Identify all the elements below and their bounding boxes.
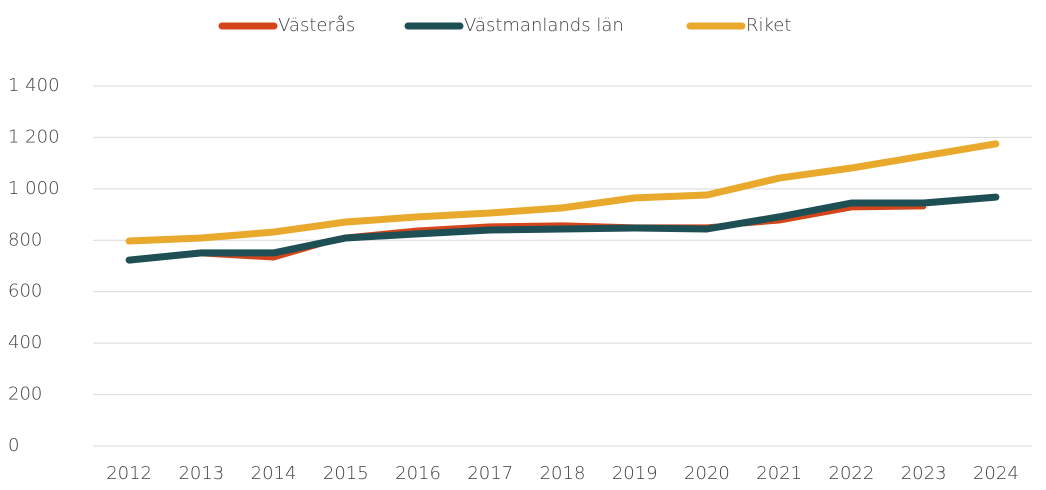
series-line: [125, 140, 1000, 245]
legend-label: Västmanlands län: [464, 15, 624, 36]
legend-label: Riket: [746, 15, 791, 36]
y-tick-label: 800: [8, 229, 42, 250]
series-line: [126, 204, 927, 263]
x-tick-label: 2012: [106, 463, 152, 484]
series-line: [125, 193, 1000, 264]
x-tick-label: 2022: [829, 463, 875, 484]
x-tick-label: 2019: [612, 463, 658, 484]
x-tick-label: 2020: [684, 463, 730, 484]
y-tick-label: 200: [8, 384, 42, 405]
y-tick-label: 600: [8, 281, 42, 302]
x-tick-label: 2013: [178, 463, 224, 484]
y-tick-label: 1 200: [8, 126, 60, 147]
x-tick-label: 2018: [540, 463, 586, 484]
x-tick-label: 2015: [323, 463, 369, 484]
x-tick-label: 2024: [973, 463, 1019, 484]
x-tick-label: 2017: [467, 463, 513, 484]
x-tick-label: 2023: [901, 463, 947, 484]
y-tick-label: 1 000: [8, 178, 60, 199]
x-tick-label: 2021: [756, 463, 802, 484]
y-tick-label: 0: [8, 435, 19, 456]
y-tick-label: 1 400: [8, 75, 60, 96]
x-tick-label: 2014: [251, 463, 297, 484]
legend-label: Västerås: [278, 15, 355, 36]
y-tick-label: 400: [8, 332, 42, 353]
x-tick-label: 2016: [395, 463, 441, 484]
